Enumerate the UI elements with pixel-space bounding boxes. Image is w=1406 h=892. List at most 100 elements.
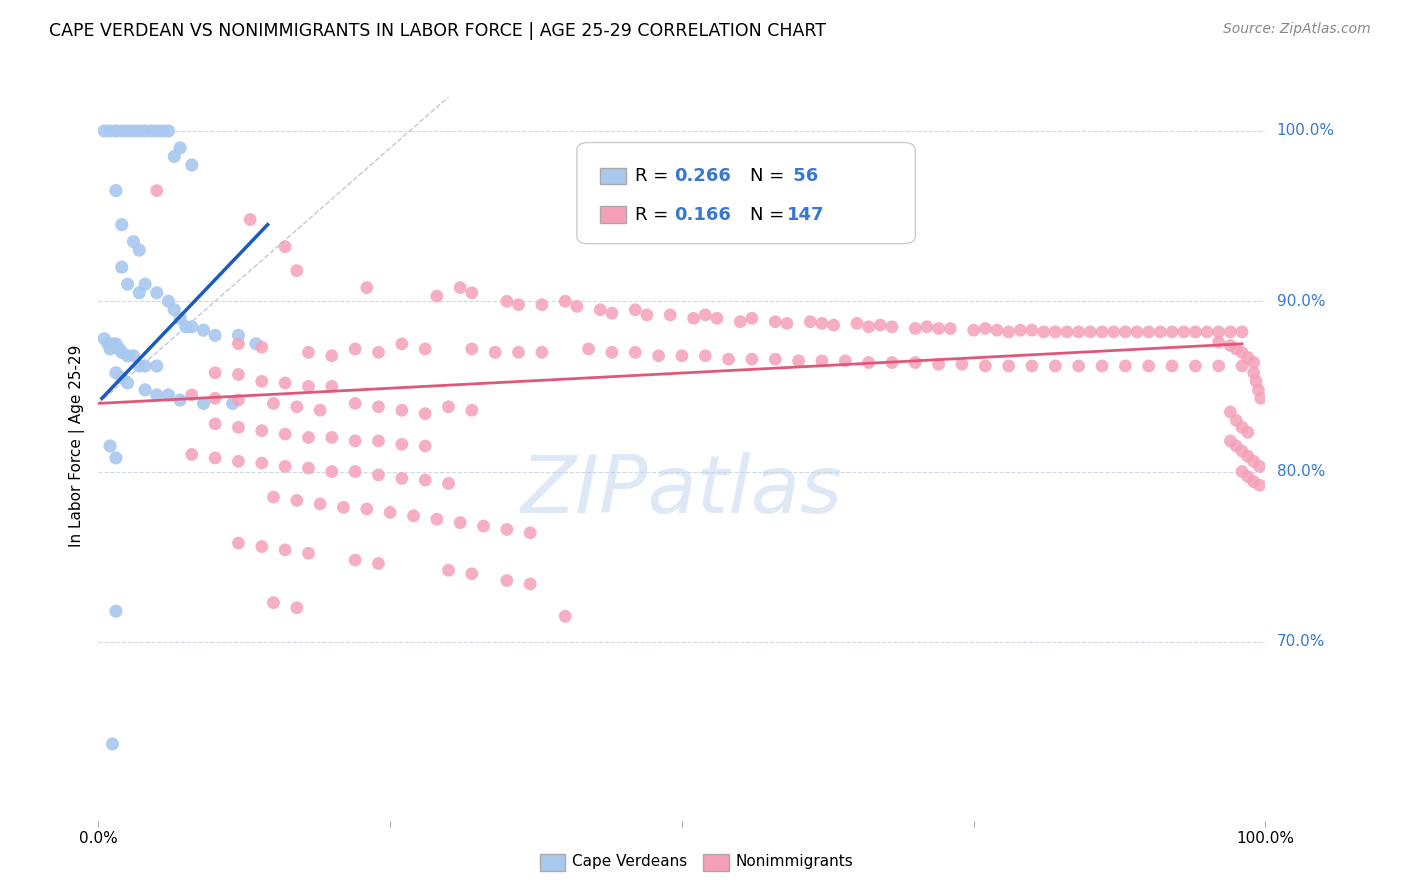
Point [1102, 325, 1125, 339]
Point [111, 124, 134, 138]
Point [1219, 434, 1241, 448]
Text: CAPE VERDEAN VS NONIMMIGRANTS IN LABOR FORCE | AGE 25-29 CORRELATION CHART: CAPE VERDEAN VS NONIMMIGRANTS IN LABOR F… [49, 22, 827, 40]
Point [367, 557, 389, 571]
Point [880, 355, 903, 369]
Point [589, 302, 612, 317]
Point [695, 349, 717, 363]
Text: R =: R = [636, 167, 675, 185]
Point [285, 600, 308, 615]
Point [997, 359, 1019, 373]
Text: 70.0%: 70.0% [1277, 634, 1324, 649]
Point [380, 505, 402, 519]
Point [111, 345, 134, 359]
Point [228, 420, 250, 434]
Point [262, 396, 284, 410]
Point [950, 357, 973, 371]
Point [508, 298, 530, 312]
Point [1230, 465, 1253, 479]
Point [624, 302, 647, 317]
Point [332, 500, 354, 515]
Point [413, 407, 436, 421]
Point [1219, 325, 1241, 339]
Point [111, 371, 134, 385]
Point [146, 124, 169, 138]
Point [344, 553, 367, 567]
Point [344, 396, 367, 410]
Text: N =: N = [749, 167, 790, 185]
Text: 80.0%: 80.0% [1277, 464, 1324, 479]
Point [939, 321, 962, 335]
Point [104, 336, 127, 351]
Point [297, 461, 319, 475]
Point [321, 379, 343, 393]
Point [717, 352, 740, 367]
Point [880, 319, 903, 334]
Point [1230, 444, 1253, 458]
Point [1219, 338, 1241, 352]
Point [484, 345, 506, 359]
Point [974, 359, 997, 373]
Text: ZIPatlas: ZIPatlas [520, 452, 844, 530]
Point [846, 317, 869, 331]
Point [128, 285, 150, 300]
Point [228, 454, 250, 468]
Point [1126, 325, 1149, 339]
FancyBboxPatch shape [540, 855, 565, 871]
Point [1225, 439, 1247, 453]
Point [228, 328, 250, 343]
Point [104, 184, 127, 198]
Point [204, 366, 226, 380]
Point [1114, 325, 1136, 339]
Point [250, 424, 273, 438]
Point [391, 403, 413, 417]
Point [104, 604, 127, 618]
Point [1045, 325, 1067, 339]
Point [152, 124, 174, 138]
Point [297, 430, 319, 444]
Point [1237, 351, 1260, 365]
Point [228, 536, 250, 550]
Text: Source: ZipAtlas.com: Source: ZipAtlas.com [1223, 22, 1371, 37]
Point [1237, 449, 1260, 463]
Point [449, 516, 471, 530]
Point [228, 336, 250, 351]
Point [391, 437, 413, 451]
Point [413, 342, 436, 356]
Point [578, 342, 600, 356]
Point [858, 319, 880, 334]
Point [636, 308, 658, 322]
Point [519, 525, 541, 540]
Point [730, 315, 752, 329]
Point [180, 319, 202, 334]
Point [193, 396, 215, 410]
Point [93, 332, 115, 346]
Point [274, 240, 297, 254]
Point [117, 124, 139, 138]
Point [367, 434, 389, 448]
Point [134, 277, 156, 292]
Point [426, 289, 449, 303]
Point [146, 285, 169, 300]
Point [228, 392, 250, 407]
Point [530, 298, 553, 312]
Point [108, 342, 131, 356]
Point [461, 342, 484, 356]
Point [565, 299, 588, 313]
Y-axis label: In Labor Force | Age 25-29: In Labor Force | Age 25-29 [69, 345, 84, 547]
Point [1230, 325, 1253, 339]
Point [367, 345, 389, 359]
Point [169, 141, 191, 155]
Point [122, 124, 145, 138]
Point [600, 345, 623, 359]
Point [706, 311, 728, 326]
Text: 147: 147 [787, 206, 824, 224]
Point [1219, 405, 1241, 419]
Point [811, 317, 834, 331]
Point [297, 345, 319, 359]
Point [391, 336, 413, 351]
Point [250, 456, 273, 470]
Point [344, 465, 367, 479]
Point [974, 321, 997, 335]
Point [1045, 359, 1067, 373]
Point [741, 352, 763, 367]
